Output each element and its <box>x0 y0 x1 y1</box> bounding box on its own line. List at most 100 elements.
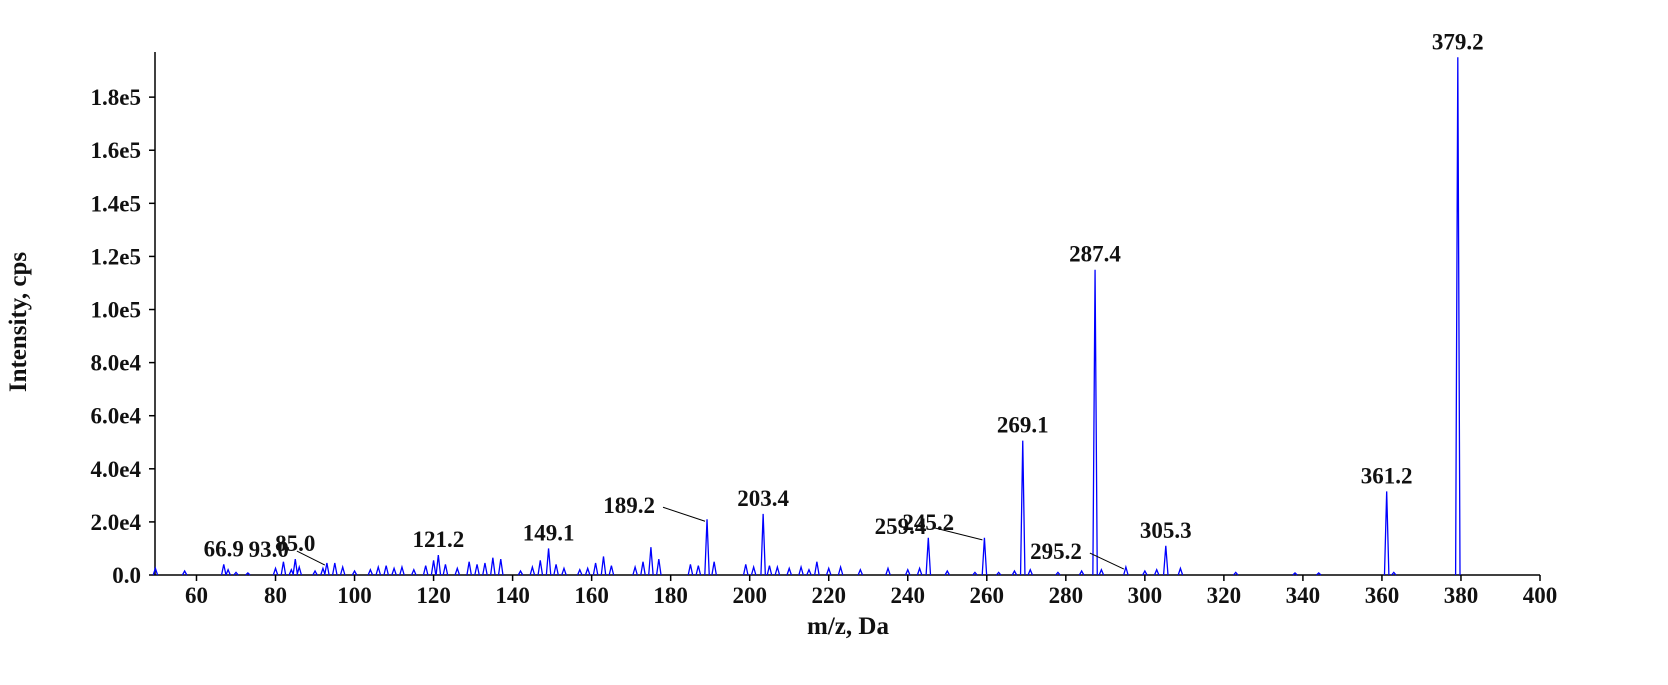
minor-peak <box>687 564 694 576</box>
leader-line <box>662 506 706 522</box>
minor-peak <box>1011 569 1018 576</box>
peak <box>324 562 330 576</box>
x-tick-label: 360 <box>1365 583 1400 608</box>
minor-peak <box>466 561 472 576</box>
minor-peak <box>640 561 646 576</box>
minor-peak <box>375 564 382 576</box>
x-tick-label: 100 <box>337 583 372 608</box>
minor-peak <box>711 561 717 576</box>
peak-label: 379.2 <box>1432 29 1484 54</box>
minor-peak <box>825 566 832 576</box>
minor-peak <box>399 564 405 576</box>
minor-peak <box>632 564 638 576</box>
y-axis-label: Intensity, cps <box>5 252 32 393</box>
y-tick-label: 1.4e5 <box>91 191 141 216</box>
minor-peak <box>430 560 437 576</box>
peak-label: 305.3 <box>1140 518 1192 543</box>
x-tick-label: 300 <box>1128 583 1163 608</box>
y-tick-label: 0.0 <box>112 563 141 588</box>
minor-peak <box>944 569 951 576</box>
minor-peak <box>367 567 374 576</box>
x-tick-label: 80 <box>264 583 287 608</box>
y-tick-label: 1.0e5 <box>91 298 141 323</box>
peak-label: 85.0 <box>275 531 315 556</box>
minor-peak <box>916 566 923 576</box>
minor-peak <box>497 558 504 576</box>
peak-label: 149.1 <box>523 520 575 545</box>
x-tick-label: 140 <box>495 583 530 608</box>
minor-peak <box>766 565 773 576</box>
peak <box>292 558 299 576</box>
minor-peak <box>561 566 567 576</box>
x-tick-label: 180 <box>653 583 688 608</box>
peak <box>925 537 932 576</box>
minor-peak <box>837 564 844 576</box>
minor-peak <box>774 564 781 576</box>
minor-peak <box>245 571 251 576</box>
minor-peak <box>482 562 488 576</box>
minor-peak <box>442 564 449 576</box>
minor-peak <box>1233 571 1239 576</box>
peak-label: 121.2 <box>412 527 464 552</box>
minor-peak <box>1078 569 1085 576</box>
minor-peak <box>857 567 864 576</box>
peak-label: 66.9 <box>204 536 244 561</box>
peak-label: 269.1 <box>997 413 1049 438</box>
minor-peak <box>1391 571 1397 576</box>
minor-peak <box>411 567 417 576</box>
minor-peak <box>885 566 891 576</box>
peak-label: 93.0 <box>249 537 289 562</box>
minor-peak <box>995 571 1002 576</box>
minor-peak <box>742 564 749 576</box>
minor-peak <box>474 564 480 576</box>
minor-peak <box>798 564 804 576</box>
y-tick-label: 1.6e5 <box>91 138 141 163</box>
x-tick-label: 220 <box>811 583 846 608</box>
minor-peak <box>1292 571 1298 576</box>
leader-line <box>296 550 326 566</box>
peak <box>981 537 988 576</box>
leader-line <box>1089 552 1125 570</box>
minor-peak <box>1316 571 1322 576</box>
minor-peak <box>600 556 607 576</box>
peak-label: 361.2 <box>1361 463 1413 488</box>
minor-peak <box>695 565 702 576</box>
minor-peak <box>576 567 583 576</box>
y-tick-label: 1.8e5 <box>91 85 141 110</box>
x-tick-label: 240 <box>891 583 926 608</box>
peak <box>1123 564 1129 576</box>
minor-peak <box>1142 569 1148 576</box>
peak <box>1019 440 1026 576</box>
x-tick-label: 320 <box>1207 583 1242 608</box>
minor-peak <box>339 564 346 576</box>
minor-peak <box>454 566 461 576</box>
minor-peak <box>517 569 524 576</box>
minor-peak <box>1098 567 1105 576</box>
minor-peak <box>422 565 429 576</box>
minor-peak <box>331 562 338 576</box>
minor-peak <box>351 569 358 576</box>
minor-peak <box>806 567 812 576</box>
minor-peak <box>529 564 536 576</box>
minor-peak <box>750 564 757 576</box>
minor-peak <box>280 561 287 576</box>
minor-peak <box>181 569 188 576</box>
minor-peak <box>608 565 615 576</box>
minor-peak <box>312 569 318 576</box>
x-tick-label: 380 <box>1444 583 1479 608</box>
minor-peak <box>272 566 279 576</box>
x-tick-label: 120 <box>416 583 451 608</box>
peak <box>1383 491 1390 576</box>
peak <box>760 513 766 576</box>
minor-peak <box>592 562 599 576</box>
minor-peak <box>490 557 496 576</box>
peak <box>1092 269 1098 576</box>
y-tick-label: 4.0e4 <box>91 457 142 482</box>
y-tick-label: 1.2e5 <box>91 244 141 269</box>
x-tick-label: 200 <box>732 583 767 608</box>
x-tick-label: 280 <box>1049 583 1084 608</box>
minor-peak <box>814 561 820 576</box>
peak <box>1454 57 1461 576</box>
minor-peak <box>152 566 159 576</box>
